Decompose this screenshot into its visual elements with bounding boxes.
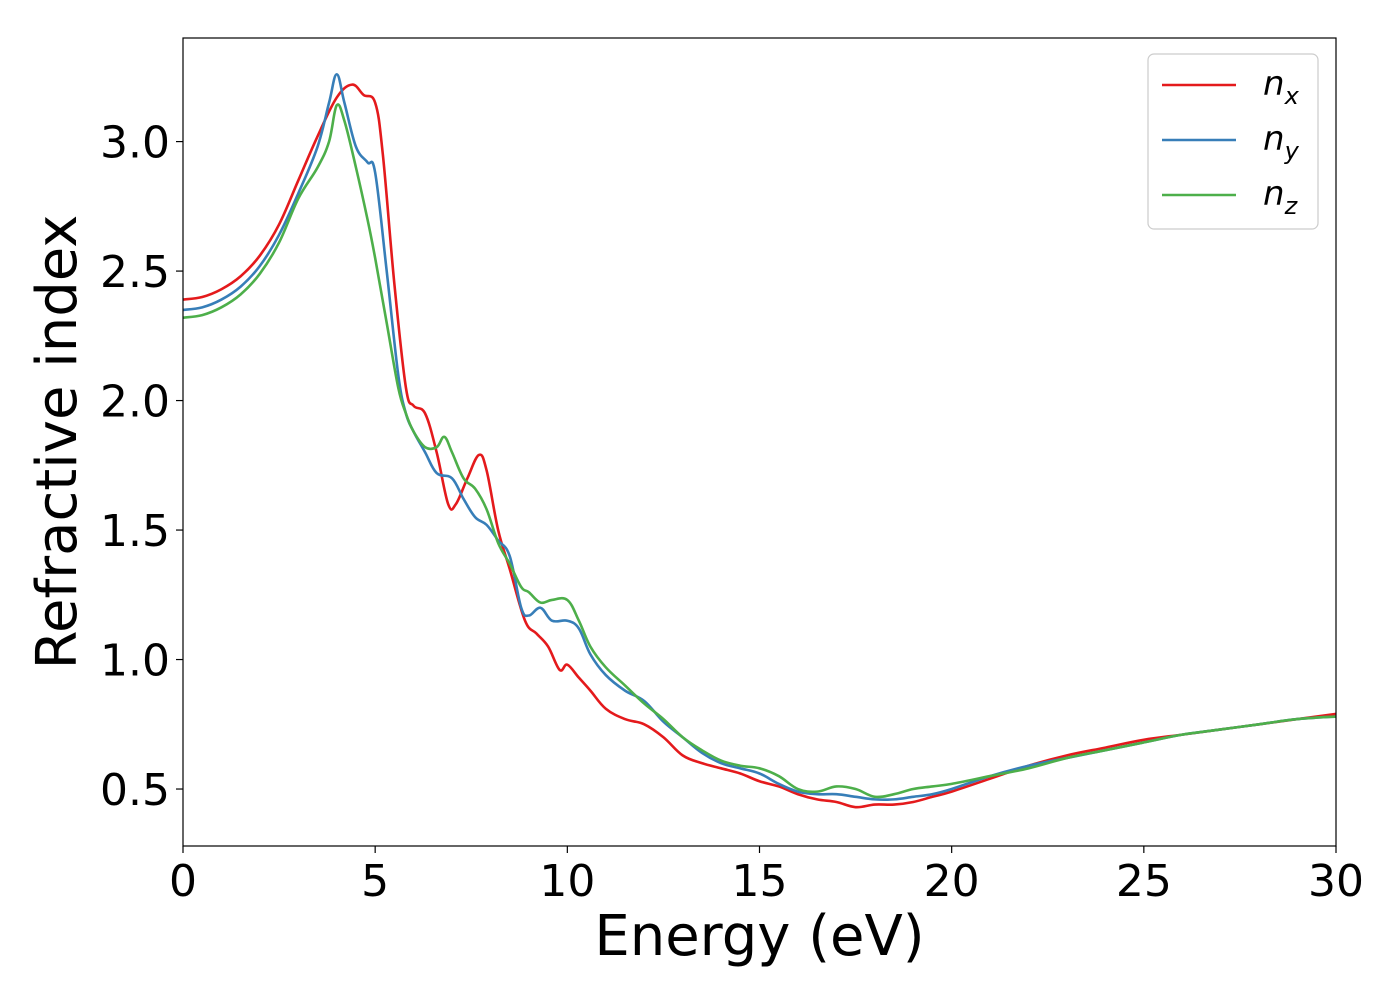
series-line-x [183,83,1336,809]
legend-label-y: ny [1263,119,1300,165]
x-tick-label: 25 [1116,856,1172,907]
y-axis-ticks: 0.5 1.0 1.5 2.0 2.5 3.0 [100,118,183,816]
x-tick-label: 30 [1308,856,1364,907]
series-layer [183,72,1336,809]
legend-label-x: nx [1263,64,1300,110]
y-axis-title: Refractive index [25,215,90,670]
y-tick-label: 1.5 [100,506,170,557]
x-axis-ticks: 0 5 10 15 20 25 30 [169,846,1364,907]
x-tick-label: 20 [924,856,980,907]
x-tick-label: 15 [732,856,788,907]
x-tick-label: 0 [169,856,197,907]
y-tick-label: 1.0 [100,636,170,687]
x-tick-label: 5 [361,856,389,907]
x-tick-label: 10 [539,856,595,907]
y-tick-label: 3.0 [100,118,170,169]
legend: nx ny nz [1147,53,1319,230]
series-line-z [183,103,1336,799]
y-tick-label: 2.0 [100,377,170,428]
x-axis-title: Energy (eV) [594,904,924,969]
series-line-y [183,72,1336,802]
legend-label-z: nz [1263,174,1299,220]
legend-box [1147,53,1319,230]
y-tick-label: 2.5 [100,247,170,298]
y-tick-label: 0.5 [100,765,170,816]
